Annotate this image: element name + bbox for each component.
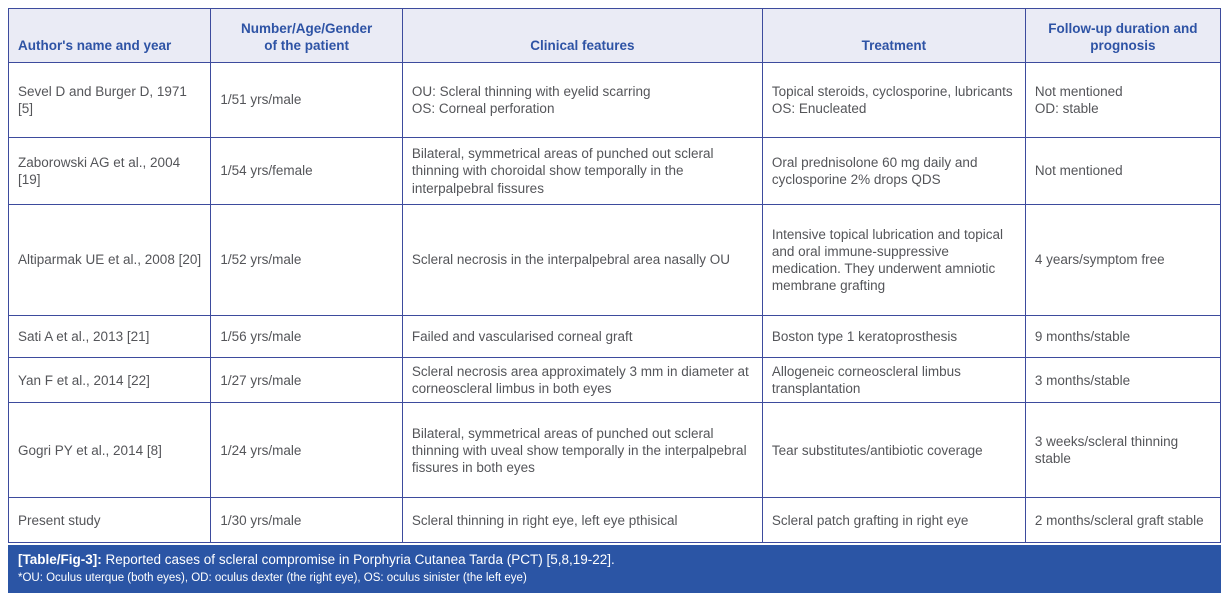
cell-clinical: Scleral necrosis in the interpalpebral a… — [401, 204, 763, 316]
cell-patient: 1/56 yrs/male — [210, 315, 403, 358]
cell-clinical: OU: Scleral thinning with eyelid scarrin… — [401, 62, 763, 138]
cell-patient: 1/24 yrs/male — [210, 402, 403, 499]
table-row: Zaborowski AG et al., 2004 [19] 1/54 yrs… — [7, 137, 1222, 205]
column-header-patient: Number/Age/Gender of the patient — [210, 8, 403, 63]
cell-patient: 1/27 yrs/male — [210, 356, 403, 404]
cell-author: Gogri PY et al., 2014 [8] — [7, 402, 212, 499]
cell-treatment: Tear substitutes/antibiotic coverage — [761, 402, 1026, 499]
cases-table: Author's name and year Number/Age/Gender… — [7, 8, 1222, 544]
cell-followup: Not mentioned OD: stable — [1024, 62, 1222, 138]
cell-author: Sati A et al., 2013 [21] — [7, 315, 212, 358]
column-header-followup: Follow-up duration and prognosis — [1024, 8, 1222, 63]
cell-clinical: Scleral thinning in right eye, left eye … — [401, 497, 763, 544]
cell-treatment: Boston type 1 keratoprosthesis — [761, 315, 1026, 358]
column-header-clinical: Clinical features — [401, 8, 763, 63]
table-caption: [Table/Fig-3]: Reported cases of scleral… — [18, 551, 1211, 569]
table-header: Author's name and year Number/Age/Gender… — [7, 8, 1222, 63]
cell-author: Sevel D and Burger D, 1971 [5] — [7, 62, 212, 138]
cell-patient: 1/51 yrs/male — [210, 62, 403, 138]
cell-patient: 1/54 yrs/female — [210, 137, 403, 205]
table-row: Sevel D and Burger D, 1971 [5] 1/51 yrs/… — [7, 62, 1222, 138]
table-row: Present study 1/30 yrs/male Scleral thin… — [7, 497, 1222, 544]
table-row: Altiparmak UE et al., 2008 [20] 1/52 yrs… — [7, 204, 1222, 316]
cell-clinical: Failed and vascularised corneal graft — [401, 315, 763, 358]
cell-followup: 3 weeks/scleral thinning stable — [1024, 402, 1222, 499]
cell-treatment: Intensive topical lubrication and topica… — [761, 204, 1026, 316]
caption-text: Reported cases of scleral compromise in … — [101, 552, 615, 568]
cell-clinical: Scleral necrosis area approximately 3 mm… — [401, 356, 763, 404]
table-body: Sevel D and Burger D, 1971 [5] 1/51 yrs/… — [7, 62, 1222, 544]
cell-clinical: Bilateral, symmetrical areas of punched … — [401, 137, 763, 205]
table-footnote: *OU: Oculus uterque (both eyes), OD: ocu… — [18, 571, 527, 584]
cell-clinical: Bilateral, symmetrical areas of punched … — [401, 402, 763, 499]
cell-treatment: Oral prednisolone 60 mg daily and cyclos… — [761, 137, 1026, 205]
cell-followup: 9 months/stable — [1024, 315, 1222, 358]
cell-author: Altiparmak UE et al., 2008 [20] — [7, 204, 212, 316]
table-row: Sati A et al., 2013 [21] 1/56 yrs/male F… — [7, 315, 1222, 358]
table-caption-bar: [Table/Fig-3]: Reported cases of scleral… — [8, 545, 1221, 594]
cell-author: Yan F et al., 2014 [22] — [7, 356, 212, 404]
caption-label: [Table/Fig-3]: — [18, 552, 102, 568]
cell-patient: 1/52 yrs/male — [210, 204, 403, 316]
cell-author: Zaborowski AG et al., 2004 [19] — [7, 137, 212, 205]
column-header-author: Author's name and year — [7, 8, 212, 63]
cell-treatment: Scleral patch grafting in right eye — [761, 497, 1026, 544]
cell-followup: Not mentioned — [1024, 137, 1222, 205]
cell-followup: 3 months/stable — [1024, 356, 1222, 404]
column-header-treatment: Treatment — [761, 8, 1026, 63]
cell-followup: 2 months/scleral graft stable — [1024, 497, 1222, 544]
cell-patient: 1/30 yrs/male — [210, 497, 403, 544]
cell-treatment: Topical steroids, cyclosporine, lubrican… — [761, 62, 1026, 138]
table-row: Gogri PY et al., 2014 [8] 1/24 yrs/male … — [7, 402, 1222, 499]
cell-author: Present study — [7, 497, 212, 544]
cell-followup: 4 years/symptom free — [1024, 204, 1222, 316]
table-row: Yan F et al., 2014 [22] 1/27 yrs/male Sc… — [7, 356, 1222, 404]
cell-treatment: Allogeneic corneoscleral limbus transpla… — [761, 356, 1026, 404]
header-row: Author's name and year Number/Age/Gender… — [7, 8, 1222, 63]
